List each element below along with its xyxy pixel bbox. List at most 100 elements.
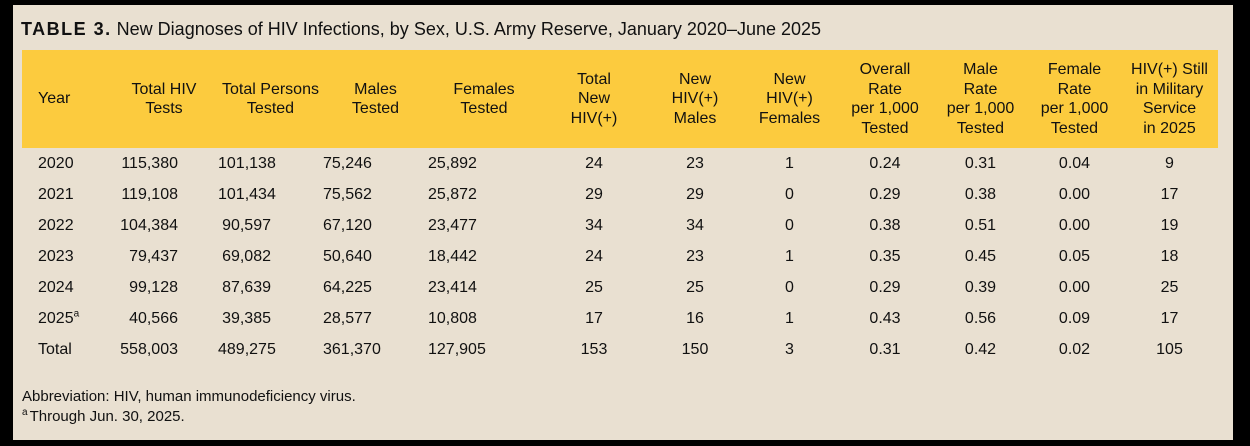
cell-total-hiv-tests: 558,003 <box>120 340 178 358</box>
table-row: 2022 104,384 90,597 67,120 23,477 34 34 … <box>22 210 1218 241</box>
col-header-total-persons-tested: Total Persons Tested <box>218 50 323 148</box>
cell-new-hiv-males: 25 <box>686 278 704 296</box>
cell-overall-rate: 0.29 <box>869 185 901 203</box>
cell-new-hiv-females: 0 <box>785 278 794 296</box>
footnote-marker: a <box>22 407 28 418</box>
table-row: 2021 119,108 101,434 75,562 25,872 29 29… <box>22 179 1218 210</box>
cell-total-persons-tested: 101,434 <box>218 185 276 203</box>
cell-still-in-service: 17 <box>1160 309 1179 327</box>
abbreviation-note: Abbreviation: HIV, human immunodeficienc… <box>22 388 356 405</box>
cell-females-tested: 25,892 <box>428 154 477 172</box>
table-row: 2020 115,380 101,138 75,246 25,892 24 23… <box>22 148 1218 179</box>
cell-still-in-service: 9 <box>1165 154 1174 172</box>
col-header-male-rate: Male Rate per 1,000 Tested <box>933 50 1028 148</box>
cell-total-new-hiv: 34 <box>585 216 603 234</box>
col-header-total-hiv-tests: Total HIV Tests <box>110 50 218 148</box>
cell-female-rate: 0.00 <box>1058 216 1091 234</box>
cell-new-hiv-males: 29 <box>686 185 704 203</box>
cell-total-hiv-tests: 115,380 <box>121 154 178 172</box>
cell-total-persons-tested: 90,597 <box>222 216 271 234</box>
cell-male-rate: 0.42 <box>964 340 997 358</box>
cell-total-persons-tested: 101,138 <box>218 154 276 172</box>
cell-new-hiv-females: 1 <box>785 309 794 327</box>
cell-new-hiv-males: 150 <box>681 340 709 358</box>
cell-year: Total <box>38 340 72 358</box>
cell-year: 2021 <box>38 185 74 203</box>
cell-male-rate: 0.51 <box>964 216 997 234</box>
cell-females-tested: 23,477 <box>428 216 477 234</box>
cell-total-hiv-tests: 99,128 <box>129 278 178 296</box>
footnote-marker: a <box>73 308 80 320</box>
cell-males-tested: 67,120 <box>323 216 372 234</box>
table-number-label: TABLE 3. <box>21 19 112 39</box>
cell-female-rate: 0.09 <box>1058 309 1091 327</box>
table-row: 2023 79,437 69,082 50,640 18,442 24 23 1… <box>22 241 1218 272</box>
cell-male-rate: 0.45 <box>964 247 997 265</box>
cell-male-rate: 0.39 <box>964 278 997 296</box>
table-panel: TABLE 3. New Diagnoses of HIV Infections,… <box>13 5 1233 440</box>
cell-year: 2023 <box>38 247 74 265</box>
col-header-new-hiv-females: New HIV(+) Females <box>742 50 837 148</box>
cell-male-rate: 0.56 <box>964 309 997 327</box>
col-header-still-in-service: HIV(+) Still in Military Service in 2025 <box>1121 50 1218 148</box>
col-header-year: Year <box>22 50 110 148</box>
cell-still-in-service: 17 <box>1160 185 1179 203</box>
cell-year: 2024 <box>38 278 74 296</box>
table-row: 2024 99,128 87,639 64,225 23,414 25 25 0… <box>22 272 1218 303</box>
table-row-total: Total 558,003 489,275 361,370 127,905 15… <box>22 334 1218 365</box>
col-header-new-hiv-males: New HIV(+) Males <box>648 50 742 148</box>
cell-total-new-hiv: 29 <box>585 185 603 203</box>
cell-total-hiv-tests: 104,384 <box>120 216 178 234</box>
cell-still-in-service: 18 <box>1160 247 1179 265</box>
cell-overall-rate: 0.35 <box>869 247 901 265</box>
cell-females-tested: 25,872 <box>428 185 477 203</box>
cell-total-hiv-tests: 79,437 <box>129 247 178 265</box>
cell-male-rate: 0.38 <box>964 185 997 203</box>
cell-males-tested: 75,562 <box>323 185 372 203</box>
col-header-female-rate: Female Rate per 1,000 Tested <box>1028 50 1121 148</box>
cell-new-hiv-males: 34 <box>686 216 704 234</box>
cell-total-new-hiv: 153 <box>580 340 608 358</box>
cell-new-hiv-females: 0 <box>785 185 794 203</box>
cell-female-rate: 0.04 <box>1058 154 1091 172</box>
cell-males-tested: 50,640 <box>323 247 372 265</box>
cell-female-rate: 0.05 <box>1058 247 1091 265</box>
cell-total-new-hiv: 24 <box>585 154 603 172</box>
cell-total-persons-tested: 87,639 <box>222 278 271 296</box>
cell-female-rate: 0.02 <box>1058 340 1091 358</box>
col-header-males-tested: Males Tested <box>323 50 428 148</box>
table-title-text: New Diagnoses of HIV Infections, by Sex,… <box>116 19 822 39</box>
cell-overall-rate: 0.43 <box>869 309 901 327</box>
cell-overall-rate: 0.24 <box>869 154 901 172</box>
footnote-a-text: Through Jun. 30, 2025. <box>29 408 185 425</box>
col-header-overall-rate: Overall Rate per 1,000 Tested <box>837 50 933 148</box>
cell-females-tested: 18,442 <box>428 247 477 265</box>
table-header-row: Year Total HIV Tests Total Persons Teste… <box>22 50 1218 148</box>
cell-new-hiv-males: 23 <box>686 247 704 265</box>
cell-still-in-service: 19 <box>1160 216 1179 234</box>
cell-female-rate: 0.00 <box>1058 278 1091 296</box>
cell-still-in-service: 105 <box>1156 340 1183 358</box>
cell-male-rate: 0.31 <box>964 154 997 172</box>
cell-males-tested: 64,225 <box>323 278 372 296</box>
cell-new-hiv-males: 23 <box>686 154 704 172</box>
cell-females-tested: 23,414 <box>428 278 477 296</box>
cell-overall-rate: 0.29 <box>869 278 901 296</box>
cell-total-new-hiv: 24 <box>585 247 603 265</box>
cell-new-hiv-females: 3 <box>785 340 794 358</box>
table-row: 2025a 40,566 39,385 28,577 10,808 17 16 … <box>22 303 1218 334</box>
table-title: TABLE 3. New Diagnoses of HIV Infections,… <box>13 5 1233 41</box>
hiv-diagnoses-table: Year Total HIV Tests Total Persons Teste… <box>22 50 1218 365</box>
cell-overall-rate: 0.31 <box>869 340 901 358</box>
cell-total-persons-tested: 69,082 <box>222 247 271 265</box>
cell-female-rate: 0.00 <box>1058 185 1091 203</box>
cell-total-persons-tested: 39,385 <box>222 309 271 327</box>
footnote-a: a Through Jun. 30, 2025. <box>22 407 1233 427</box>
cell-new-hiv-females: 0 <box>785 216 794 234</box>
cell-total-persons-tested: 489,275 <box>218 340 276 358</box>
cell-males-tested: 75,246 <box>323 154 372 172</box>
cell-new-hiv-males: 16 <box>686 309 704 327</box>
cell-females-tested: 10,808 <box>428 309 477 327</box>
cell-males-tested: 28,577 <box>323 309 372 327</box>
cell-total-new-hiv: 17 <box>585 309 603 327</box>
